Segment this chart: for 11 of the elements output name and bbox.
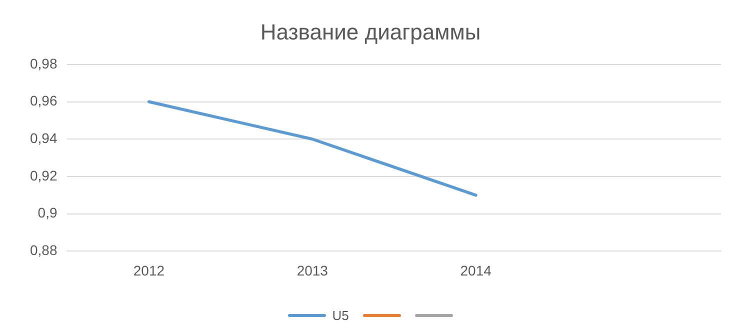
- y-tick-label: 0,9: [38, 204, 58, 221]
- y-tick-label: 0,96: [30, 92, 58, 109]
- chart-title: Название диаграммы: [260, 19, 481, 44]
- x-tick-label: 2012: [133, 262, 165, 278]
- y-tick-label: 0,88: [30, 242, 58, 258]
- y-tick-label: 0,92: [30, 167, 58, 184]
- y-tick-label: 0,94: [30, 130, 58, 146]
- y-tick-label: 0,98: [30, 55, 58, 72]
- legend-label: U5: [332, 308, 349, 322]
- x-tick-label: 2013: [296, 262, 328, 278]
- x-tick-label: 2014: [460, 262, 492, 278]
